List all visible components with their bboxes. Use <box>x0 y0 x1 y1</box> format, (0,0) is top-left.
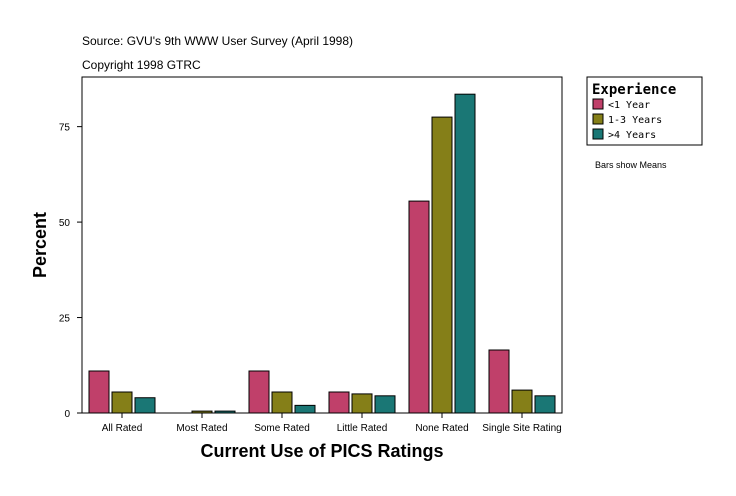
y-axis: 0 25 50 75 <box>59 123 82 420</box>
x-tick-label-3: Little Rated <box>337 423 388 434</box>
legend-swatch-1 <box>592 113 604 125</box>
y-tick-label-3: 75 <box>59 123 71 134</box>
bar-1-2 <box>214 410 236 414</box>
x-tick-label-0: All Rated <box>102 423 143 434</box>
bar-2-2 <box>294 404 316 414</box>
bar-0-0 <box>88 370 110 414</box>
bar-5-0 <box>488 349 510 414</box>
x-tick-label-2: Some Rated <box>254 423 310 434</box>
y-tick-label-1: 25 <box>59 314 71 325</box>
y-axis-title: Percent <box>30 212 50 278</box>
bars-group <box>88 93 556 414</box>
legend: Experience <1 Year 1-3 Years >4 Years <box>586 76 703 146</box>
plot-area <box>81 76 563 414</box>
legend-label-0: <1 Year <box>608 100 650 111</box>
bar-3-1 <box>351 393 373 414</box>
bar-3-2 <box>374 395 396 414</box>
bar-3-0 <box>328 391 350 414</box>
bar-4-0 <box>408 200 430 414</box>
legend-label-1: 1-3 Years <box>608 115 662 126</box>
x-tick-label-5: Single Site Rating <box>482 423 562 434</box>
legend-title: Experience <box>592 82 676 98</box>
bar-4-2 <box>454 93 476 414</box>
bar-0-2 <box>134 397 156 414</box>
copyright-caption: Copyright 1998 GTRC <box>82 58 201 72</box>
bar-2-1 <box>271 391 293 414</box>
y-tick-label-2: 50 <box>59 218 71 229</box>
x-tick-label-1: Most Rated <box>176 423 227 434</box>
bar-5-1 <box>511 389 533 414</box>
bar-5-2 <box>534 395 556 414</box>
x-axis-title: Current Use of PICS Ratings <box>200 441 443 461</box>
bar-1-1 <box>191 410 213 414</box>
legend-label-2: >4 Years <box>608 130 656 141</box>
x-tick-label-4: None Rated <box>415 423 468 434</box>
legend-swatch-0 <box>592 98 604 110</box>
bars-note: Bars show Means <box>595 160 667 170</box>
source-caption: Source: GVU's 9th WWW User Survey (April… <box>82 34 353 48</box>
bar-4-1 <box>431 116 453 414</box>
bar-0-1 <box>111 391 133 414</box>
bar-2-0 <box>248 370 270 414</box>
x-axis: All Rated Most Rated Some Rated Little Rate… <box>102 413 562 434</box>
legend-box <box>586 76 703 146</box>
y-tick-label-0: 0 <box>64 409 70 420</box>
legend-swatch-2 <box>592 128 604 140</box>
